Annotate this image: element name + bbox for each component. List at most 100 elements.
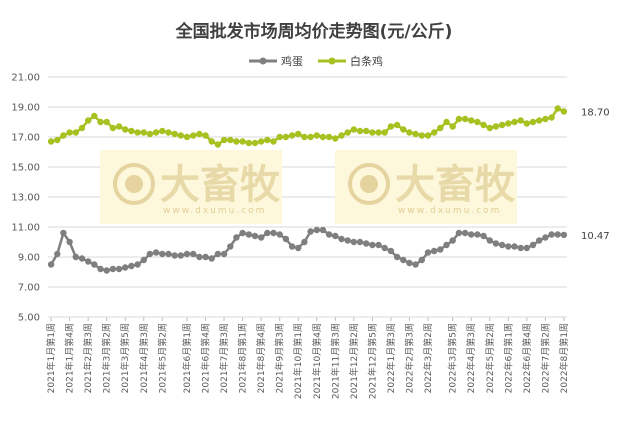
data-point — [486, 237, 493, 244]
watermark-brand: 大畜牧 — [160, 162, 281, 208]
x-tick-label: 2022年3月第2周 — [422, 323, 434, 393]
data-point — [406, 259, 413, 267]
data-point — [295, 130, 302, 138]
data-point — [319, 133, 327, 141]
data-point — [350, 126, 357, 133]
data-point — [375, 241, 382, 249]
data-point — [270, 138, 277, 145]
data-point — [109, 265, 117, 273]
data-point — [54, 250, 61, 258]
x-tick-label: 2021年9月第3周 — [274, 323, 286, 393]
y-tick-label: 19.00 — [11, 103, 40, 114]
data-point — [344, 129, 351, 136]
data-point — [455, 229, 463, 237]
data-point — [437, 246, 444, 253]
data-point — [523, 120, 530, 127]
data-point — [431, 129, 438, 136]
data-point — [505, 120, 512, 127]
x-tick-label: 2022年1月第3周 — [385, 323, 397, 393]
data-point — [140, 256, 147, 264]
y-tick-label: 9.00 — [18, 253, 40, 264]
data-point — [536, 117, 543, 124]
data-point — [338, 235, 345, 243]
legend-label-eggs: 鸡蛋 — [281, 54, 303, 68]
data-point — [486, 124, 493, 132]
data-point — [295, 244, 302, 252]
data-point — [498, 121, 506, 129]
legend: 鸡蛋 白条鸡 — [249, 54, 383, 68]
data-point — [233, 138, 240, 145]
data-point — [375, 129, 382, 136]
data-point — [239, 138, 246, 145]
data-point — [276, 133, 283, 141]
data-point — [103, 267, 110, 274]
data-point — [97, 265, 104, 273]
y-tick-label: 15.00 — [11, 163, 40, 174]
data-point — [424, 249, 432, 256]
data-point — [288, 243, 296, 250]
data-point — [400, 256, 407, 264]
data-point — [418, 132, 425, 139]
x-tick-label: 2021年11月第3周 — [329, 323, 341, 399]
data-point — [128, 262, 135, 270]
data-point — [455, 115, 463, 123]
x-tick-label: 2021年8月第1周 — [237, 323, 249, 393]
data-point — [196, 130, 203, 138]
data-point — [369, 241, 376, 249]
data-point — [183, 250, 191, 258]
x-tick-label: 2022年6月第1周 — [502, 323, 514, 393]
data-point — [282, 133, 290, 141]
data-point — [78, 255, 86, 262]
data-point — [171, 130, 178, 138]
data-point — [270, 229, 277, 237]
x-tick-label: 2022年3月第5周 — [447, 323, 459, 393]
data-point — [251, 232, 259, 240]
x-tick-label: 2021年1月第1周 — [45, 323, 57, 393]
data-point — [47, 138, 55, 145]
data-point — [480, 121, 487, 129]
x-tick-label: 2021年2月第3周 — [82, 323, 94, 393]
data-point — [474, 118, 481, 126]
data-point — [498, 241, 506, 249]
data-point — [140, 129, 147, 136]
data-point — [350, 238, 357, 246]
x-tick-label: 2021年1月第4周 — [64, 323, 76, 393]
data-point — [258, 234, 265, 241]
watermark-right: 大畜牧 www.dxumu.com — [335, 150, 517, 224]
data-point — [190, 250, 197, 258]
data-point — [190, 132, 197, 139]
data-point — [536, 237, 543, 244]
data-point — [313, 132, 320, 139]
data-point — [115, 265, 123, 273]
data-point — [393, 121, 401, 129]
data-point — [424, 132, 432, 139]
data-point — [554, 105, 561, 112]
legend-marker-chicken — [328, 57, 336, 65]
data-point — [208, 255, 215, 262]
data-point — [412, 261, 419, 268]
x-tick-label: 2022年5月第2周 — [484, 323, 496, 393]
data-point — [511, 118, 518, 126]
data-point — [325, 231, 333, 238]
data-point — [307, 133, 314, 141]
x-tick-label: 2021年4月第3周 — [138, 323, 150, 393]
data-point — [128, 127, 135, 135]
data-point — [115, 123, 123, 130]
data-point — [387, 123, 395, 130]
x-axis: 2021年1月第1周 2021年1月第4周 2021年2月第3周 2021年3月第2周… — [45, 317, 570, 399]
y-axis: 5.00 7.00 9.00 11.00 13.00 15.00 17.00 19.00 21.… — [11, 73, 40, 324]
data-point — [443, 118, 450, 126]
data-point — [134, 129, 141, 136]
x-tick-label: 2021年12月第5周 — [366, 323, 378, 399]
data-point — [72, 253, 80, 261]
x-tick-label: 2021年8月第4周 — [255, 323, 267, 393]
data-point — [554, 231, 561, 238]
data-point — [202, 253, 209, 261]
data-point — [220, 250, 228, 258]
data-point — [245, 231, 252, 238]
data-point — [560, 108, 568, 115]
watermark-url: www.dxumu.com — [163, 206, 266, 216]
data-point — [258, 138, 265, 145]
data-point — [264, 229, 271, 237]
data-point — [461, 115, 469, 123]
